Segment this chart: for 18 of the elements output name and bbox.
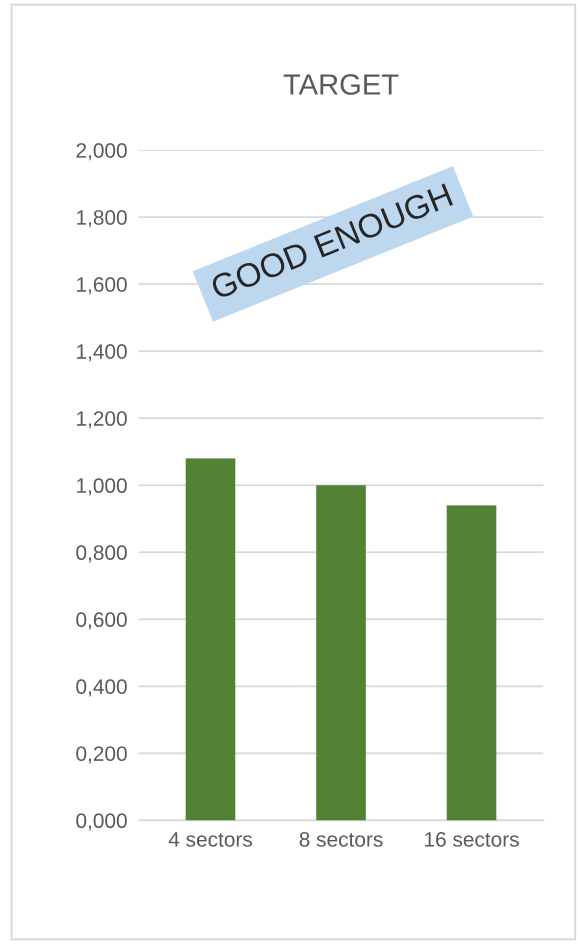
y-tick-label: 1,400: [77, 344, 127, 362]
y-tick-label: 0,400: [76, 679, 127, 697]
y-tick-label: 2,000: [76, 143, 127, 160]
bar: [316, 485, 366, 820]
y-tick-label: 0,200: [76, 746, 127, 764]
y-tick-label: 1,000: [77, 478, 127, 496]
y-tick-label: 1,800: [77, 210, 127, 228]
y-tick-label: 1,600: [77, 277, 127, 294]
y-tick-label: 1,200: [77, 411, 127, 428]
x-tick-label: 4 sectors: [168, 832, 252, 847]
x-tick-label: 8 sectors: [300, 832, 383, 847]
y-tick-label: 0,800: [76, 545, 127, 562]
bar: [186, 458, 236, 820]
chart-title: TARGET: [284, 74, 398, 95]
bar: [446, 505, 496, 820]
y-tick-label: 0,600: [76, 612, 127, 630]
x-tick-label: 16 sectors: [425, 832, 519, 847]
y-tick-label: 0,000: [76, 813, 127, 831]
